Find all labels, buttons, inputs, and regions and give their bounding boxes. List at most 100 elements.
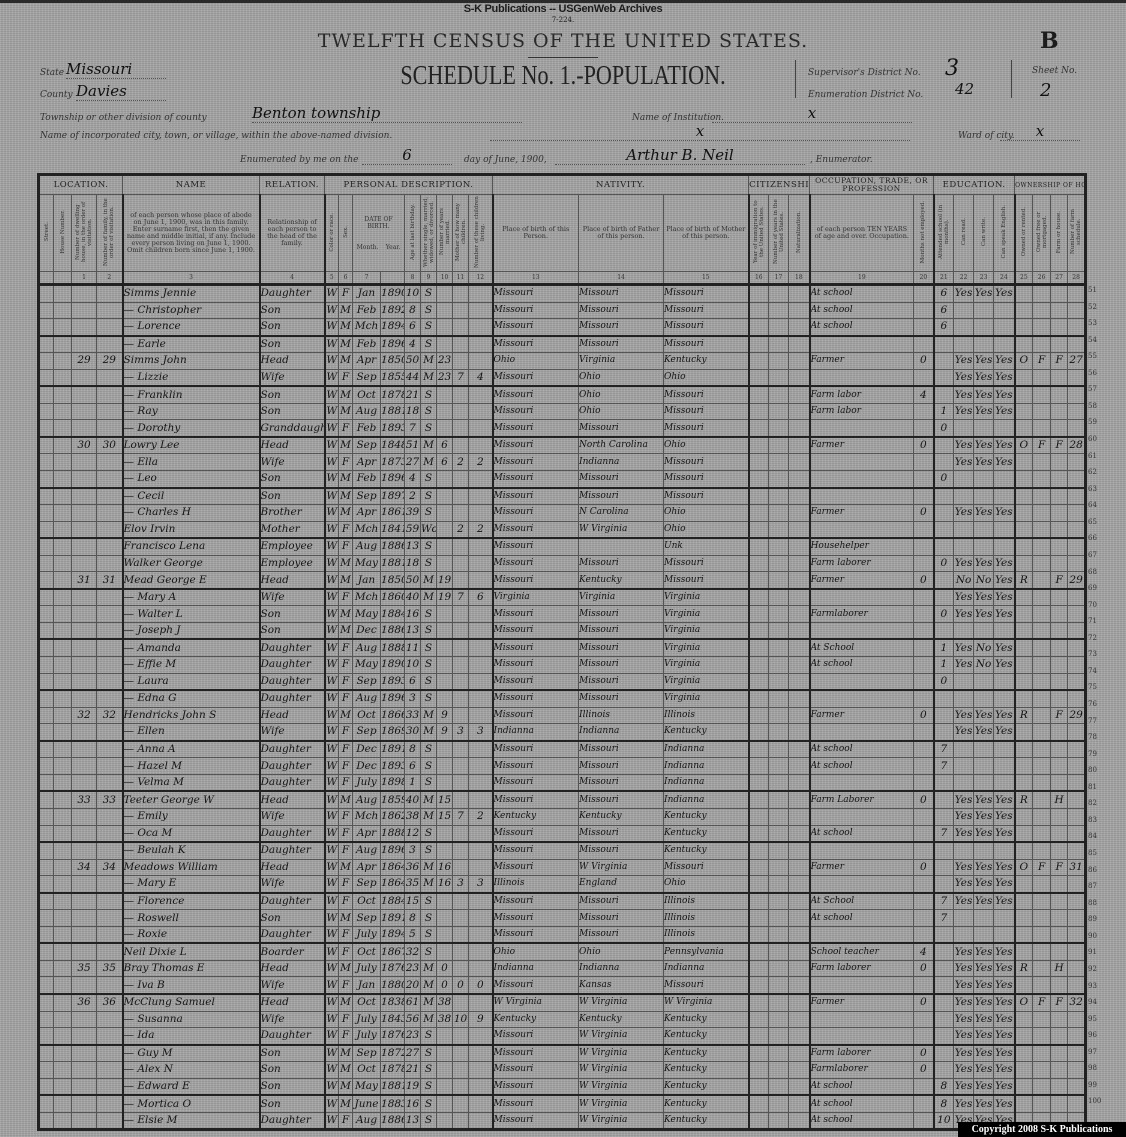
cell-farm-schedule [1067,1043,1087,1063]
cell-can-speak-english: Yes [993,1094,1016,1113]
cell-sex: M [338,402,354,421]
cell-sex: M [338,1061,354,1079]
column-label-school-months: Attended school (in months). [933,194,955,272]
cell-dwelling-number [71,419,97,438]
cell-birthplace-father: North Carolina [578,435,665,455]
cell-can-read: Yes [953,723,975,742]
cell-street [38,1094,54,1113]
column-number: 21 [933,271,955,286]
cell-age: 27 [404,453,422,472]
cell-free-mortgaged [1032,520,1052,539]
cell-farm-house: H [1050,959,1069,978]
cell-years-married [436,284,454,303]
cell-can-write: Yes [973,1061,995,1079]
cell-can-speak-english [993,419,1016,438]
cell-years-in-us [768,1010,790,1029]
cell-birthplace-person: Missouri [492,470,580,489]
census-row: — Charles HBrotherWMApr186139SMissouriN … [38,504,1087,522]
cell-immigration-year [748,453,770,472]
cell-house-number [53,790,72,809]
cell-can-speak-english [993,841,1016,860]
cell-can-speak-english: Yes [993,571,1016,590]
cell-color: W [324,571,340,590]
cell-house-number [53,739,72,759]
cell-birthplace-father: Missouri [578,739,665,759]
cell-school-months: 0 [933,605,955,623]
line-number: 54 [1088,335,1097,344]
cell-can-read: Yes [953,605,975,623]
cell-school-months [933,1027,955,1046]
cell-birth-year: 1866 [380,706,406,725]
cell-farm-house [1050,1043,1069,1063]
cell-months-unemployed [913,318,935,337]
cell-dwelling-number [71,656,97,674]
cell-birthplace-father: W Virginia [578,992,665,1012]
cell-years-married [436,419,454,438]
cell-birth-month: Feb [352,419,382,438]
cell-color: W [324,284,340,303]
cell-house-number [53,841,72,860]
cell-birth-year: 1859 [380,790,406,809]
cell-marital-status: M [420,959,438,978]
enumerated-label: Enumerated by me on the [240,155,359,165]
cell-sex: M [338,571,354,590]
cell-birthplace-father: Missouri [578,656,665,674]
cell-mother-of [452,301,470,320]
cell-birth-month: Sep [352,486,382,506]
cell-house-number [53,925,72,944]
cell-children-living [468,419,494,438]
cell-children-living [468,435,494,455]
column-number: 11 [452,271,470,286]
cell-school-months [933,1043,955,1063]
cell-birth-year: 1890 [380,284,406,303]
column-number: 3 [122,271,261,286]
cell-occupation: At school [809,739,915,759]
line-number: 85 [1088,849,1097,858]
cell-school-months: 8 [933,1077,955,1096]
cell-birth-month: July [352,925,382,944]
cell-school-months [933,385,955,404]
enumerated-day: 6 [362,146,452,165]
cell-months-unemployed: 0 [913,435,935,455]
cell-house-number [53,959,72,978]
cell-mother-of [452,284,470,303]
cell-naturalization [788,587,811,607]
cell-farm-house [1050,656,1069,674]
cell-children-living [468,706,494,725]
cell-age: 59 [404,520,422,539]
cell-family-number [95,672,124,691]
cell-free-mortgaged [1032,672,1052,691]
cell-birth-year: 1880 [380,976,406,995]
cell-free-mortgaged [1032,301,1052,320]
cell-owned-rented [1014,318,1034,337]
cell-relation: Son [259,605,326,623]
cell-name: — Christopher [122,301,261,320]
cell-years-in-us [768,976,790,995]
cell-street [38,858,54,877]
cell-family-number: 32 [95,706,124,725]
cell-color: W [324,858,340,877]
census-row: — FlorenceDaughterWFOct188415SMissouriMi… [38,891,1087,911]
cell-farm-schedule [1067,824,1087,843]
census-row: Neil Dixie LBoarderWFOct186732SOhioOhioP… [38,942,1087,961]
cell-birthplace-person: Ohio [492,352,580,370]
cell-dwelling-number [71,1111,97,1131]
city-value: x [490,122,910,141]
cell-naturalization [788,453,811,472]
column-number: 13 [492,271,580,286]
cell-age: 13 [404,621,422,640]
cell-mother-of [452,992,470,1012]
cell-occupation: At school [809,909,915,927]
cell-can-write: Yes [973,368,995,387]
census-row: — LeoSonWMFeb18964SMissouriMissouriMisso… [38,470,1087,489]
cell-birth-month: May [352,656,382,674]
cell-immigration-year [748,334,770,354]
cell-free-mortgaged [1032,638,1052,658]
publisher-banner: S-K Publications -- USGenWeb Archives [463,3,663,15]
cell-color: W [324,368,340,387]
cell-farm-house: F [1050,571,1069,590]
cell-owned-rented [1014,807,1034,826]
cell-naturalization [788,656,811,674]
